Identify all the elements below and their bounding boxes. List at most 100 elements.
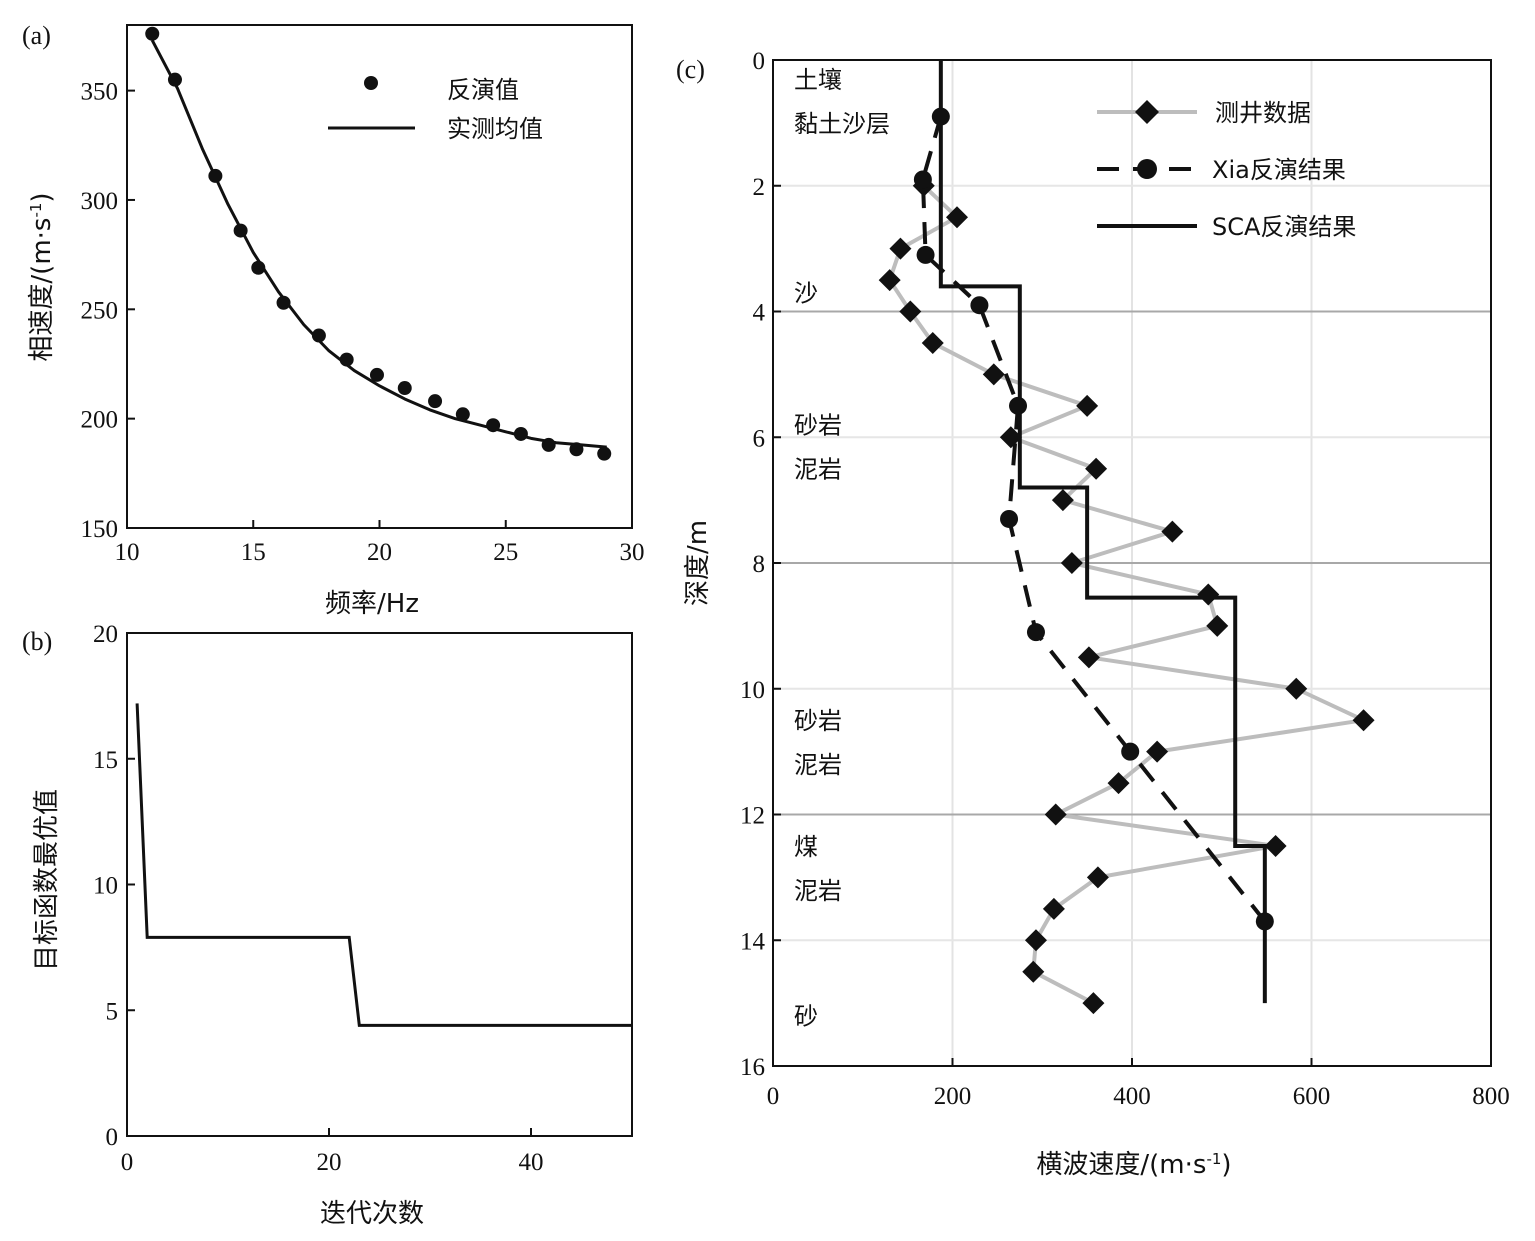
panel-a-label: (a): [22, 21, 51, 50]
inversion-point: [311, 328, 326, 343]
panel-c-grid: [773, 60, 1491, 1066]
well-log-point: [1086, 866, 1109, 889]
layer-label: 土壤: [794, 66, 842, 94]
panel-c-xlabel: 横波速度/(m·s-1): [1036, 1150, 1231, 1180]
panel-b: (b) 0 20 40 0 5 10 15 20 迭代次数 目标函数最优值: [22, 621, 633, 1229]
x-tick-label: 600: [1293, 1083, 1331, 1110]
panel-c-label: (c): [676, 55, 705, 84]
well-log-point: [1206, 614, 1229, 637]
x-tick-label: 30: [620, 539, 645, 566]
inversion-point: [339, 352, 354, 367]
x-tick-label: 200: [934, 1083, 972, 1110]
legend-label-measured: 实测均值: [447, 115, 543, 143]
layer-label: 沙: [794, 280, 818, 308]
well-log-point: [945, 206, 968, 229]
inversion-point: [597, 446, 612, 461]
y-tick-label: 10: [740, 677, 765, 704]
x-tick-label: 40: [519, 1149, 544, 1176]
y-tick-label: 8: [753, 551, 766, 578]
legend-label-xia: Xia反演结果: [1212, 156, 1346, 184]
xia-inversion-point: [1121, 742, 1140, 761]
x-tick-label: 10: [115, 539, 140, 566]
panel-a: (a) 10 15 20 25 30 150 200 250 300 350 反演值 实测均值 频…: [22, 21, 645, 619]
well-log-point: [1161, 520, 1184, 543]
sca-inversion-line: [938, 60, 1267, 1004]
panel-c-ticks: 0 200 400 600 800 0 2 4 6 8 10 12 14 16: [740, 48, 1510, 1110]
layer-label: 泥岩: [794, 877, 842, 905]
x-tick-label: 20: [317, 1149, 342, 1176]
well-log-point: [999, 426, 1022, 449]
xia-inversion-point: [970, 296, 989, 315]
xia-inversion-point: [1009, 396, 1028, 415]
xia-inversion-point: [916, 245, 935, 264]
legend-label-sca: SCA反演结果: [1212, 213, 1356, 241]
panel-a-series: [145, 26, 612, 461]
x-tick-label: 20: [367, 539, 392, 566]
x-tick-label: 400: [1113, 1083, 1151, 1110]
xia-inversion-point: [913, 170, 932, 189]
panel-a-ylabel: 相速度/(m·s-1): [27, 192, 57, 361]
panel-b-ticks: 0 20 40 0 5 10 15 20: [93, 621, 544, 1176]
well-log-point: [889, 237, 912, 260]
layer-label: 砂岩: [794, 707, 842, 735]
inversion-point: [369, 367, 384, 382]
well-log-point: [982, 363, 1005, 386]
inversion-point: [251, 260, 266, 275]
y-tick-label: 250: [81, 297, 119, 324]
x-tick-label: 25: [493, 539, 518, 566]
well-log-point: [1146, 740, 1169, 763]
inversion-point: [569, 442, 584, 457]
well-log-point: [1042, 897, 1065, 920]
well-log-point: [1352, 709, 1375, 732]
legend-diamond-marker: [1135, 100, 1159, 124]
well-log-point: [1024, 929, 1047, 952]
y-tick-label: 14: [740, 928, 766, 955]
legend-label-inversion: 反演值: [447, 76, 519, 104]
panel-c-series: [878, 60, 1375, 1015]
y-tick-label: 350: [81, 79, 119, 106]
panel-a-legend: 反演值 实测均值: [328, 76, 543, 143]
y-tick-label: 20: [93, 621, 118, 648]
well-log-point: [1051, 489, 1074, 512]
inversion-point: [233, 223, 248, 238]
layer-label: 泥岩: [794, 751, 842, 779]
panel-a-frame: [126, 24, 633, 529]
well-log-point: [1060, 552, 1083, 574]
panel-c-legend: 测井数据 Xia反演结果 SCA反演结果: [1097, 99, 1356, 241]
layer-label: 煤: [794, 833, 818, 861]
panel-b-frame: [126, 632, 633, 1137]
well-log-point: [878, 269, 901, 292]
series-measured-mean-line: [150, 39, 607, 449]
well-log-point: [1082, 992, 1105, 1015]
inversion-point: [455, 407, 470, 422]
objective-function-line: [135, 703, 632, 1027]
layer-label: 泥岩: [794, 456, 842, 484]
y-tick-label: 200: [81, 407, 119, 434]
inversion-point: [541, 437, 556, 452]
xia-inversion-line: [920, 116, 1267, 923]
well-log-point: [1022, 960, 1045, 983]
y-tick-label: 15: [93, 747, 118, 774]
y-tick-label: 4: [753, 300, 766, 327]
layer-label: 砂: [794, 1003, 818, 1031]
x-tick-label: 15: [241, 539, 266, 566]
y-tick-label: 5: [106, 998, 119, 1025]
panel-b-series: [135, 703, 632, 1027]
well-log-point: [1044, 803, 1067, 826]
well-log-point: [899, 300, 922, 323]
xia-inversion-point: [1026, 623, 1045, 642]
well-log-point: [1077, 646, 1100, 669]
xia-inversion-point: [931, 107, 950, 126]
well-log-point: [921, 331, 944, 354]
inversion-point: [276, 295, 291, 310]
y-tick-label: 6: [753, 425, 766, 452]
well-log-point: [1285, 677, 1308, 700]
legend-dot-marker: [364, 76, 378, 90]
inversion-point: [513, 426, 528, 441]
well-log-point: [1107, 772, 1130, 795]
inversion-point: [208, 168, 223, 183]
panel-b-xlabel: 迭代次数: [320, 1199, 424, 1229]
legend-circle-marker: [1137, 159, 1157, 179]
